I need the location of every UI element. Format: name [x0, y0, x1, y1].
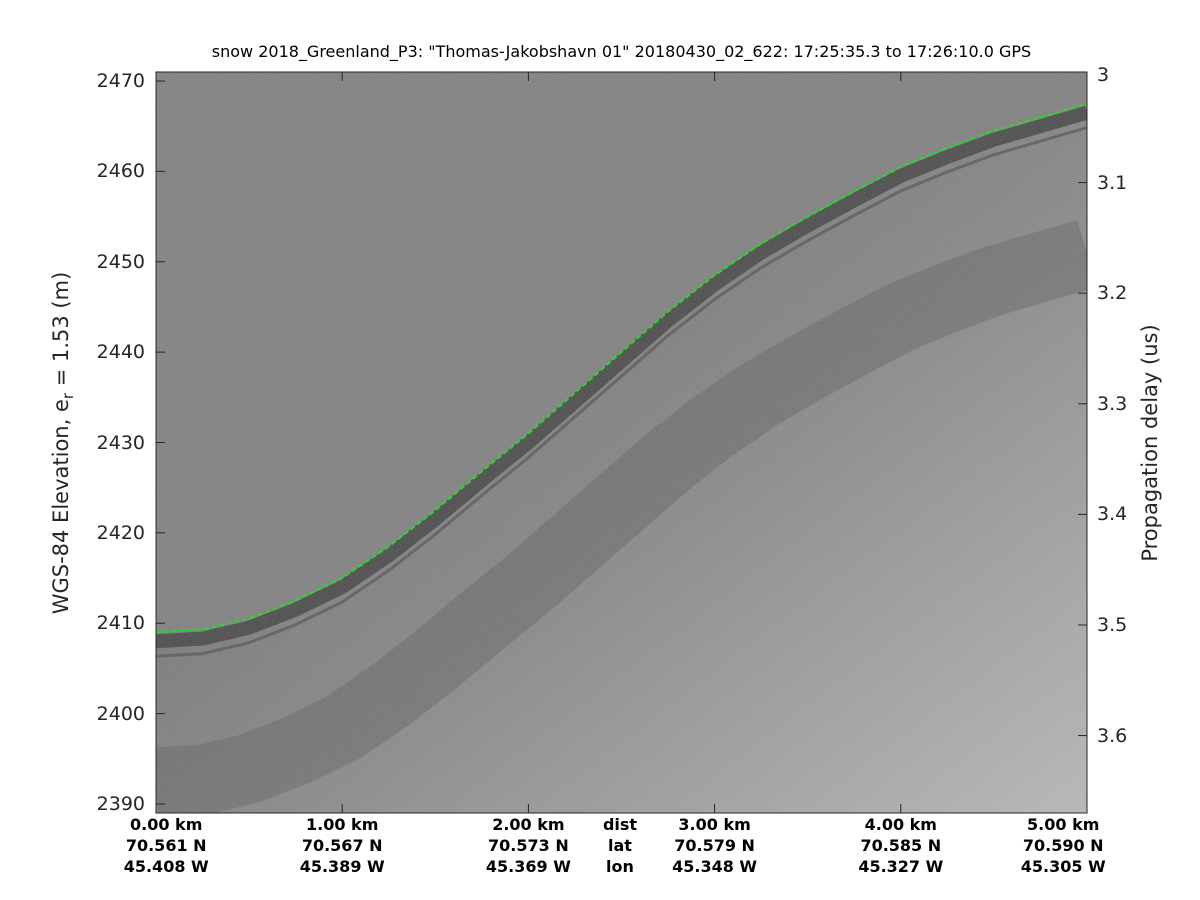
x-tick-lat: 70.590 N	[1022, 836, 1104, 855]
x-row-label-dist: dist	[602, 815, 638, 834]
y-axis-label-rest: = 1.53 (m)	[48, 271, 73, 393]
y2-tick-label: 3.5	[1097, 613, 1128, 636]
y2-tick-label: 3.2	[1097, 282, 1128, 305]
y-tick-label: 2390	[96, 792, 145, 815]
y-tick-label: 2460	[96, 160, 145, 183]
surface-pick-line	[156, 102, 1087, 634]
x-row-labels: dist lat lon	[603, 814, 637, 877]
y-tick-label: 2450	[96, 250, 145, 273]
y2-tick-label: 3.4	[1097, 503, 1128, 526]
x-tick-lat: 70.561 N	[125, 836, 207, 855]
x-tick-dist: 1.00 km	[306, 815, 379, 834]
x-tick-lon: 45.327 W	[858, 857, 944, 876]
x-tick-label: 1.00 km 70.567 N 45.389 W	[300, 814, 385, 877]
x-tick-lon: 45.389 W	[299, 857, 385, 876]
y-axis-label: WGS-84 Elevation, er = 1.53 (m)	[49, 272, 77, 615]
x-tick-dist: 0.00 km	[130, 815, 203, 834]
y-axis-label-subscript: r	[59, 392, 78, 400]
y-tick-label: 2430	[96, 431, 145, 454]
y2-tick-label: 3	[1097, 64, 1110, 86]
y-tick-label: 2470	[96, 70, 145, 93]
y2-tick-label: 3.1	[1097, 171, 1128, 194]
y2-tick-label: 3.3	[1097, 392, 1128, 415]
y-tick-label: 2440	[96, 341, 145, 364]
x-tick-lat: 70.567 N	[301, 836, 383, 855]
x-tick-label: 4.00 km 70.585 N 45.327 W	[858, 814, 943, 877]
x-tick-dist: 4.00 km	[864, 815, 937, 834]
plot-area	[156, 72, 1087, 813]
x-tick-label: 0.00 km 70.561 N 45.408 W	[124, 814, 209, 877]
x-row-label-lat: lat	[608, 836, 632, 855]
x-tick-lat: 70.573 N	[488, 836, 569, 855]
x-tick-label: 2.00 km 70.573 N 45.369 W	[486, 814, 571, 877]
x-tick-lon: 45.348 W	[672, 857, 758, 876]
chart-title: snow 2018_Greenland_P3: "Thomas-Jakobsha…	[211, 42, 1032, 61]
y2-axis-label: Propagation delay (us)	[1138, 324, 1162, 562]
y-tick-label: 2400	[96, 702, 145, 725]
x-ticks	[155, 72, 1088, 813]
x-tick-lat: 70.585 N	[860, 836, 942, 855]
x-tick-label: 5.00 km 70.590 N 45.305 W	[1021, 814, 1106, 877]
x-tick-lon: 45.408 W	[123, 857, 209, 876]
y2-tick-label: 3.6	[1097, 724, 1128, 747]
y-tick-label: 2420	[96, 521, 145, 544]
left-y-ticks	[156, 80, 165, 805]
x-tick-label: 3.00 km 70.579 N 45.348 W	[672, 814, 757, 877]
speckle-noise	[156, 72, 1087, 813]
x-tick-lon: 45.305 W	[1020, 857, 1106, 876]
x-tick-dist: 2.00 km	[492, 815, 565, 834]
x-row-label-lon: lon	[606, 857, 634, 876]
right-y-ticks	[1078, 71, 1087, 737]
x-tick-dist: 3.00 km	[678, 815, 751, 834]
x-tick-lat: 70.579 N	[674, 836, 755, 855]
y-tick-label: 2410	[96, 612, 145, 635]
x-tick-lon: 45.369 W	[485, 857, 571, 876]
y-axis-label-main: WGS-84 Elevation, e	[48, 399, 73, 615]
x-tick-dist: 5.00 km	[1027, 815, 1100, 834]
